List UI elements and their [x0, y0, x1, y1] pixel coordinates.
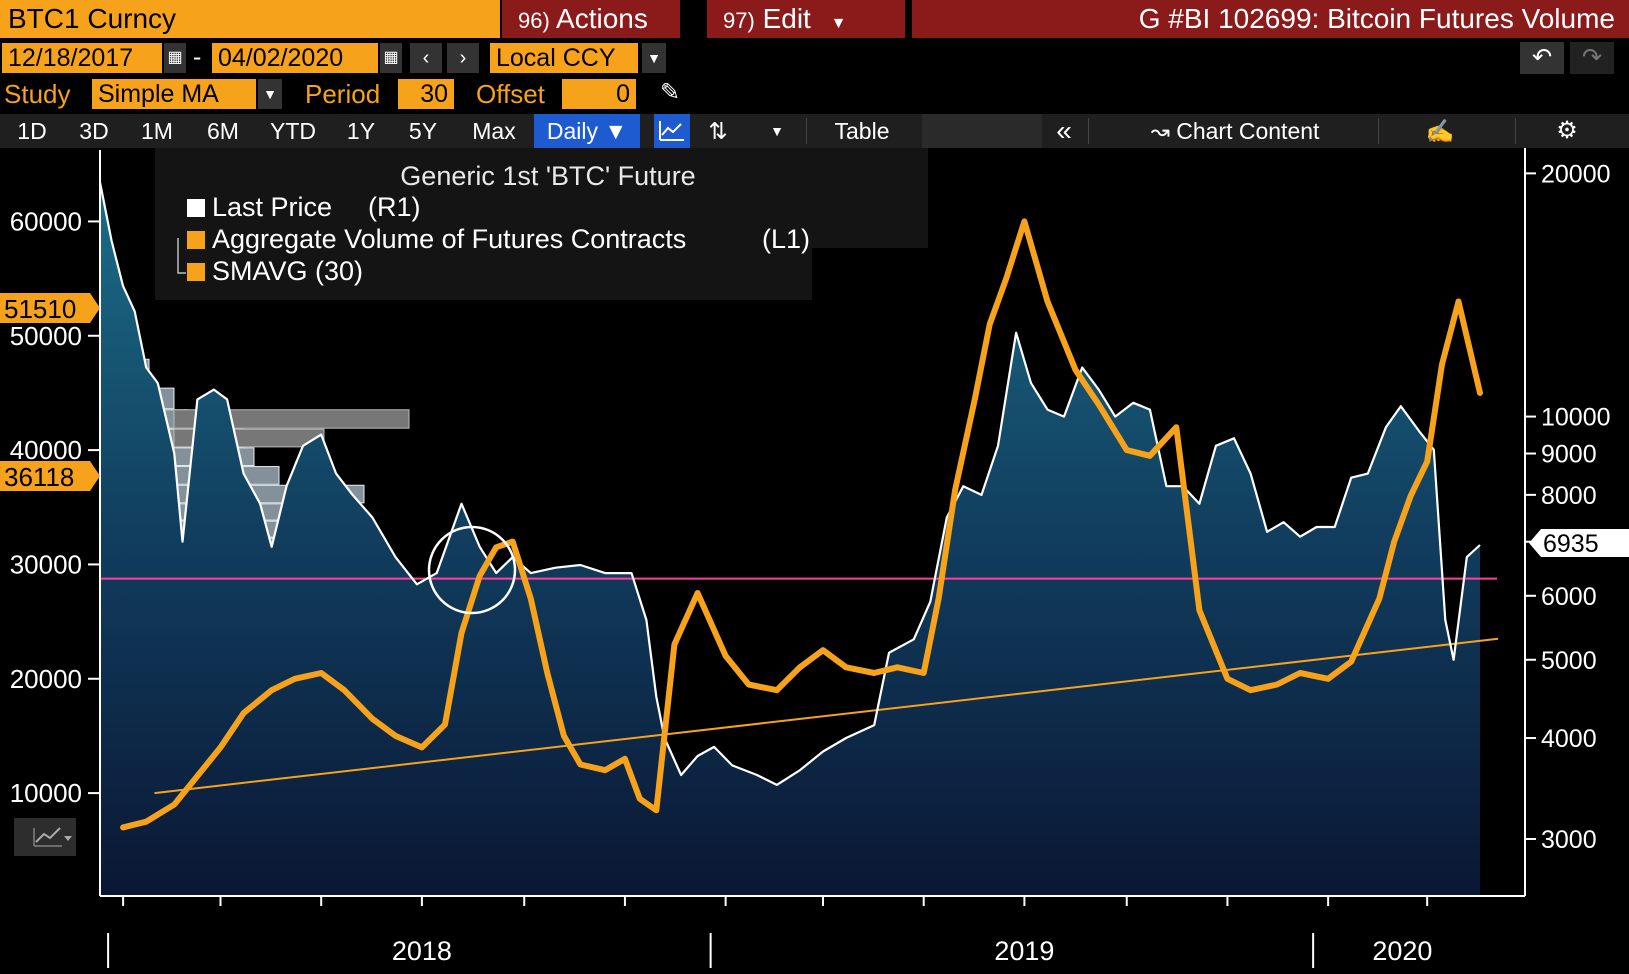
date-range-bar: 12/18/2017 ▦ - 04/02/2020 ▦ ‹ › Local CC… [0, 40, 1629, 76]
chart-content-button[interactable]: ↝ Chart Content [1120, 114, 1350, 148]
chevron-down-icon[interactable]: ▼ [770, 123, 784, 139]
left-marker-51510: 51510 [0, 293, 100, 324]
actions-label: Actions [556, 3, 648, 34]
offset-field[interactable]: 0 [562, 79, 636, 109]
right-marker-6935: 6935 [1529, 529, 1629, 558]
highlight-circle [427, 525, 517, 615]
left-tick-label: 60000 [10, 206, 82, 236]
legend: Generic 1st 'BTC' Future Last Price (R1)… [155, 148, 928, 300]
left-tick-label: 40000 [10, 435, 82, 465]
annotate-icon[interactable]: ✍ [1425, 118, 1455, 144]
right-tick-label: 8000 [1541, 482, 1597, 510]
actions-shortcut: 96) [518, 8, 550, 33]
right-tick-label: 6000 [1541, 583, 1597, 611]
toolbar-divider [1378, 118, 1379, 144]
right-marker-label: 6935 [1543, 530, 1599, 558]
edit-label: Edit [762, 3, 811, 34]
x-year-label: 2020 [1372, 936, 1432, 966]
legend-swatch-price [187, 199, 205, 217]
period-field[interactable]: 30 [398, 79, 454, 109]
offset-label: Offset [476, 79, 545, 109]
chart-type-button[interactable] [14, 818, 76, 856]
end-date-field[interactable]: 04/02/2020 [212, 43, 378, 73]
left-tick-label: 30000 [10, 549, 82, 579]
toolbar: 1D 3D 1M 6M YTD 1Y 5Y Max Daily ▼ ⇅ ▼ Ta… [0, 114, 1629, 148]
ticker-field[interactable]: BTC1 Curncy [0, 0, 500, 38]
undo-icon[interactable]: ↶ [1520, 42, 1564, 74]
legend-axis-price: (R1) [368, 192, 421, 222]
period-button-ytd[interactable]: YTD [270, 118, 316, 144]
chart-content-label: Chart Content [1176, 118, 1320, 144]
legend-label-price: Last Price [212, 192, 332, 222]
candlestick-icon[interactable]: ⇅ [708, 118, 728, 144]
chevron-down-icon: ▼ [604, 118, 628, 144]
chevron-down-icon: ▼ [830, 15, 847, 32]
period-label: Period [305, 79, 381, 109]
period-button-1d[interactable]: 1D [17, 118, 47, 144]
right-tick-label: 10000 [1541, 404, 1611, 432]
legend-label-sma: SMAVG (30) [212, 256, 363, 286]
chevron-right-icon[interactable]: › [447, 43, 479, 73]
line-chart-icon[interactable] [654, 114, 690, 148]
smavg-line [120, 218, 1483, 831]
chevron-down-icon[interactable]: ▼ [642, 43, 666, 73]
chevron-left-icon[interactable]: ‹ [410, 43, 442, 73]
edit-button[interactable]: 97) Edit ▼ [707, 0, 905, 38]
right-tick-label: 9000 [1541, 441, 1597, 469]
left-marker-label: 51510 [4, 294, 76, 324]
study-select[interactable]: Simple MA [92, 79, 256, 109]
study-bar: Study Simple MA ▼ Period 30 Offset 0 ✎ [0, 76, 1629, 112]
legend-label-volume: Aggregate Volume of Futures Contracts [212, 224, 686, 254]
x-year-label: 2018 [392, 936, 452, 966]
period-button-1m[interactable]: 1M [141, 118, 173, 144]
table-button[interactable]: Table [834, 118, 890, 144]
period-button-6m[interactable]: 6M [207, 118, 239, 144]
chart-title: Generic 1st 'BTC' Future [400, 161, 695, 191]
pencil-icon[interactable]: ✎ [660, 79, 681, 106]
collapse-icon[interactable]: « [1056, 115, 1072, 146]
toolbar-divider [1088, 118, 1089, 144]
study-label: Study [4, 79, 71, 109]
date-separator: - [193, 43, 202, 71]
right-tick-label: 20000 [1541, 160, 1611, 188]
header-bar: BTC1 Curncy 96) Actions ▼ 97) Edit ▼ G #… [0, 0, 1629, 72]
toolbar-divider [1515, 118, 1516, 144]
right-tick-label: 5000 [1541, 647, 1597, 675]
period-button-max[interactable]: Max [472, 118, 516, 144]
price-line [98, 182, 1481, 787]
right-tick-label: 3000 [1541, 826, 1597, 854]
x-year-label: 2019 [994, 936, 1054, 966]
frequency-label: Daily [546, 118, 598, 144]
start-date-field[interactable]: 12/18/2017 [2, 43, 162, 73]
left-marker-label: 36118 [4, 462, 74, 492]
left-tick-label: 50000 [10, 321, 82, 351]
edit-shortcut: 97) [723, 8, 755, 33]
left-marker-36118: 36118 [0, 461, 100, 492]
chart-icon: ↝ [1150, 118, 1170, 144]
legend-axis-volume: (L1) [762, 224, 810, 254]
frequency-select[interactable]: Daily ▼ [534, 114, 640, 148]
toolbar-spacer [922, 114, 1042, 148]
chart-area: 10000 20000 30000 40000 50000 60000 3000 4000 5… [0, 148, 1629, 969]
actions-button[interactable]: 96) Actions ▼ [502, 0, 680, 72]
left-tick-label: 20000 [10, 664, 82, 694]
page-title: G #BI 102699: Bitcoin Futures Volume [912, 0, 1629, 38]
chevron-down-icon[interactable]: ▼ [258, 79, 282, 109]
currency-select[interactable]: Local CCY [490, 43, 638, 73]
calendar-icon[interactable]: ▦ [164, 43, 186, 73]
gear-icon[interactable]: ⚙ [1556, 117, 1578, 144]
left-tick-label: 10000 [10, 778, 82, 808]
legend-swatch-volume [187, 231, 205, 249]
legend-swatch-sma [187, 263, 205, 281]
period-button-5y[interactable]: 5Y [408, 118, 438, 144]
calendar-icon[interactable]: ▦ [380, 43, 402, 73]
trend-line [154, 637, 1499, 795]
redo-icon[interactable]: ↷ [1570, 42, 1614, 74]
toolbar-divider [806, 118, 807, 144]
period-button-1y[interactable]: 1Y [346, 118, 376, 144]
right-tick-label: 4000 [1541, 725, 1597, 753]
legend-tree-connector [177, 238, 186, 274]
period-button-3d[interactable]: 3D [79, 118, 109, 144]
